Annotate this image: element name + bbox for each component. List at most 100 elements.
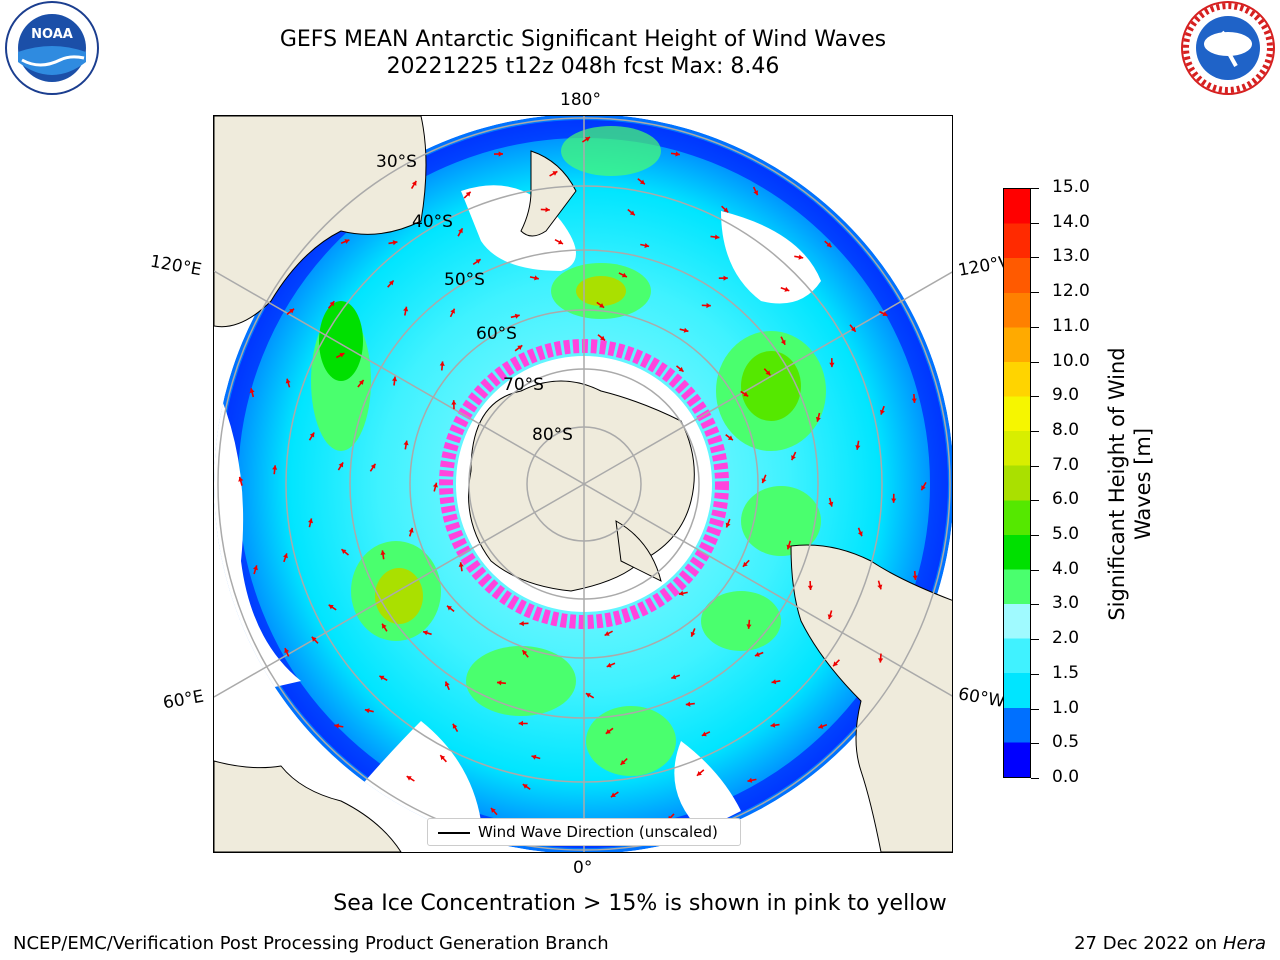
- wave-direction-arrowhead: [807, 585, 813, 590]
- wave-direction-arrowhead: [723, 207, 729, 213]
- wave-direction-arrowhead: [465, 191, 471, 197]
- wave-direction-arrowhead: [770, 722, 776, 728]
- wave-direction-arrowhead: [450, 308, 455, 314]
- wave-direction-arrowhead: [517, 345, 523, 350]
- colorbar-tick-label: 5.0: [1052, 524, 1080, 545]
- wave-direction-arrowhead: [727, 435, 733, 441]
- wave-direction-arrowhead: [585, 137, 590, 142]
- wave-direction-arrowhead: [585, 693, 591, 698]
- wave-direction-arrowhead: [678, 366, 684, 372]
- wave-direction-arrowhead: [690, 631, 696, 637]
- wave-direction-arrowhead: [432, 482, 438, 488]
- lat-label-40s: 40°S: [412, 212, 453, 232]
- lat-label-30s: 30°S: [376, 152, 417, 172]
- wave-direction-arrowhead: [328, 604, 334, 610]
- wave-direction-arrowhead: [283, 553, 288, 559]
- colorbar-tick-mark: [1031, 708, 1039, 710]
- map-canvas: [214, 116, 952, 852]
- wave-direction-arrowhead: [423, 630, 428, 636]
- wave-direction-arrowhead: [921, 485, 926, 491]
- wave-direction-arrowhead: [827, 614, 833, 620]
- wave-direction-arrowhead: [620, 760, 626, 765]
- colorbar-tick-label: 11.0: [1052, 315, 1090, 336]
- wave-direction-arrowhead: [644, 243, 650, 248]
- run-date: 27 Dec 2022 on: [1074, 933, 1218, 954]
- wave-direction-arrowhead: [639, 179, 645, 185]
- nws-logo: [1181, 1, 1275, 95]
- colorbar-tick-label: 2.0: [1052, 628, 1080, 649]
- wave-direction-arrowhead: [747, 777, 753, 783]
- colorbar-tick-mark: [1031, 257, 1039, 259]
- lon-label-upper-left: 120°E: [148, 251, 204, 281]
- wave-direction-arrowhead: [826, 242, 832, 248]
- wave-direction-arrowhead: [519, 621, 524, 627]
- colorbar-tick-mark: [1031, 396, 1039, 398]
- colorbar-tick-label: 8.0: [1052, 419, 1080, 440]
- wave-direction-arrowhead: [334, 723, 340, 729]
- colorbar-tick-mark: [1031, 535, 1039, 537]
- wave-direction-arrowhead: [289, 308, 295, 314]
- wave-direction-arrowhead: [338, 462, 344, 468]
- wave-direction-arrowhead: [249, 388, 255, 394]
- wave-direction-arrowhead: [753, 190, 758, 196]
- wave-direction-arrowhead: [284, 648, 290, 654]
- africa: [214, 760, 402, 852]
- colorbar-tick-label: 6.0: [1052, 489, 1080, 510]
- wave-direction-arrowhead: [855, 445, 861, 450]
- colorbar-label-line2: Waves [m]: [1131, 427, 1155, 541]
- wind-wave-arrows: [238, 136, 927, 830]
- wave-direction-arrowhead: [771, 679, 777, 685]
- colorbar-tick-mark: [1031, 778, 1039, 779]
- wave-direction-arrowhead: [382, 623, 387, 629]
- host-name: Hera: [1222, 933, 1266, 954]
- colorbar-tick-mark: [1031, 188, 1039, 189]
- wave-direction-arrowhead: [308, 518, 313, 524]
- wave-direction-arrowhead: [406, 776, 412, 781]
- wave-direction-arrowhead: [714, 234, 720, 240]
- wave-direction-arrowhead: [671, 674, 677, 680]
- wave-direction-arrowhead: [850, 326, 856, 332]
- wave-direction-arrowhead: [451, 400, 457, 405]
- wave-direction-arrowhead: [439, 361, 445, 366]
- wave-direction-arrowhead: [364, 708, 370, 714]
- colorbar-tick-label: 3.0: [1052, 593, 1080, 614]
- noaa-logo: NOAA: [5, 1, 99, 95]
- colorbar-tick-label: 12.0: [1052, 281, 1090, 302]
- legend-line-sample: [438, 832, 470, 834]
- wave-direction-arrowhead: [725, 522, 731, 528]
- colorbar-tick-mark: [1031, 569, 1039, 571]
- wave-direction-arrowhead: [497, 680, 502, 686]
- colorbar: [1003, 188, 1031, 778]
- wave-direction-arrowhead: [780, 339, 786, 345]
- australia: [214, 116, 427, 328]
- wave-direction-arrowhead: [600, 335, 605, 341]
- wave-direction-arrowhead: [522, 650, 528, 656]
- wave-direction-arrowhead: [784, 286, 790, 292]
- wave-direction-arrowhead: [447, 605, 452, 611]
- wave-direction-arrowhead: [605, 729, 611, 734]
- wave-direction-arrowhead: [411, 180, 417, 186]
- wave-direction-arrowhead: [629, 210, 635, 216]
- wave-direction-arrowhead: [380, 550, 386, 555]
- lat-label-50s: 50°S: [444, 270, 485, 290]
- colorbar-tick-label: 0.5: [1052, 732, 1080, 753]
- wave-direction-arrowhead: [522, 784, 528, 789]
- wave-direction-arrowhead: [815, 416, 821, 422]
- lat-label-80s: 80°S: [532, 425, 573, 445]
- wave-direction-arrowhead: [754, 651, 760, 657]
- wave-direction-arrowhead: [534, 275, 539, 281]
- wave-direction-arrowhead: [458, 562, 464, 567]
- wave-direction-arrowhead: [818, 723, 824, 729]
- wave-direction-arrowhead: [552, 171, 558, 176]
- wave-direction-arrowhead: [253, 565, 258, 571]
- wave-direction-arrowhead: [833, 661, 838, 667]
- lon-label-top: 180°: [560, 90, 601, 110]
- polar-map: [213, 115, 953, 853]
- producer-credit: NCEP/EMC/Verification Post Processing Pr…: [13, 933, 609, 954]
- wave-direction-arrowhead: [798, 254, 804, 260]
- wave-direction-arrowhead: [621, 272, 627, 278]
- new-zealand: [520, 150, 577, 237]
- wave-direction-arrowhead: [678, 590, 684, 596]
- wave-direction-arrowhead: [558, 239, 563, 245]
- colorbar-tick-mark: [1031, 604, 1039, 606]
